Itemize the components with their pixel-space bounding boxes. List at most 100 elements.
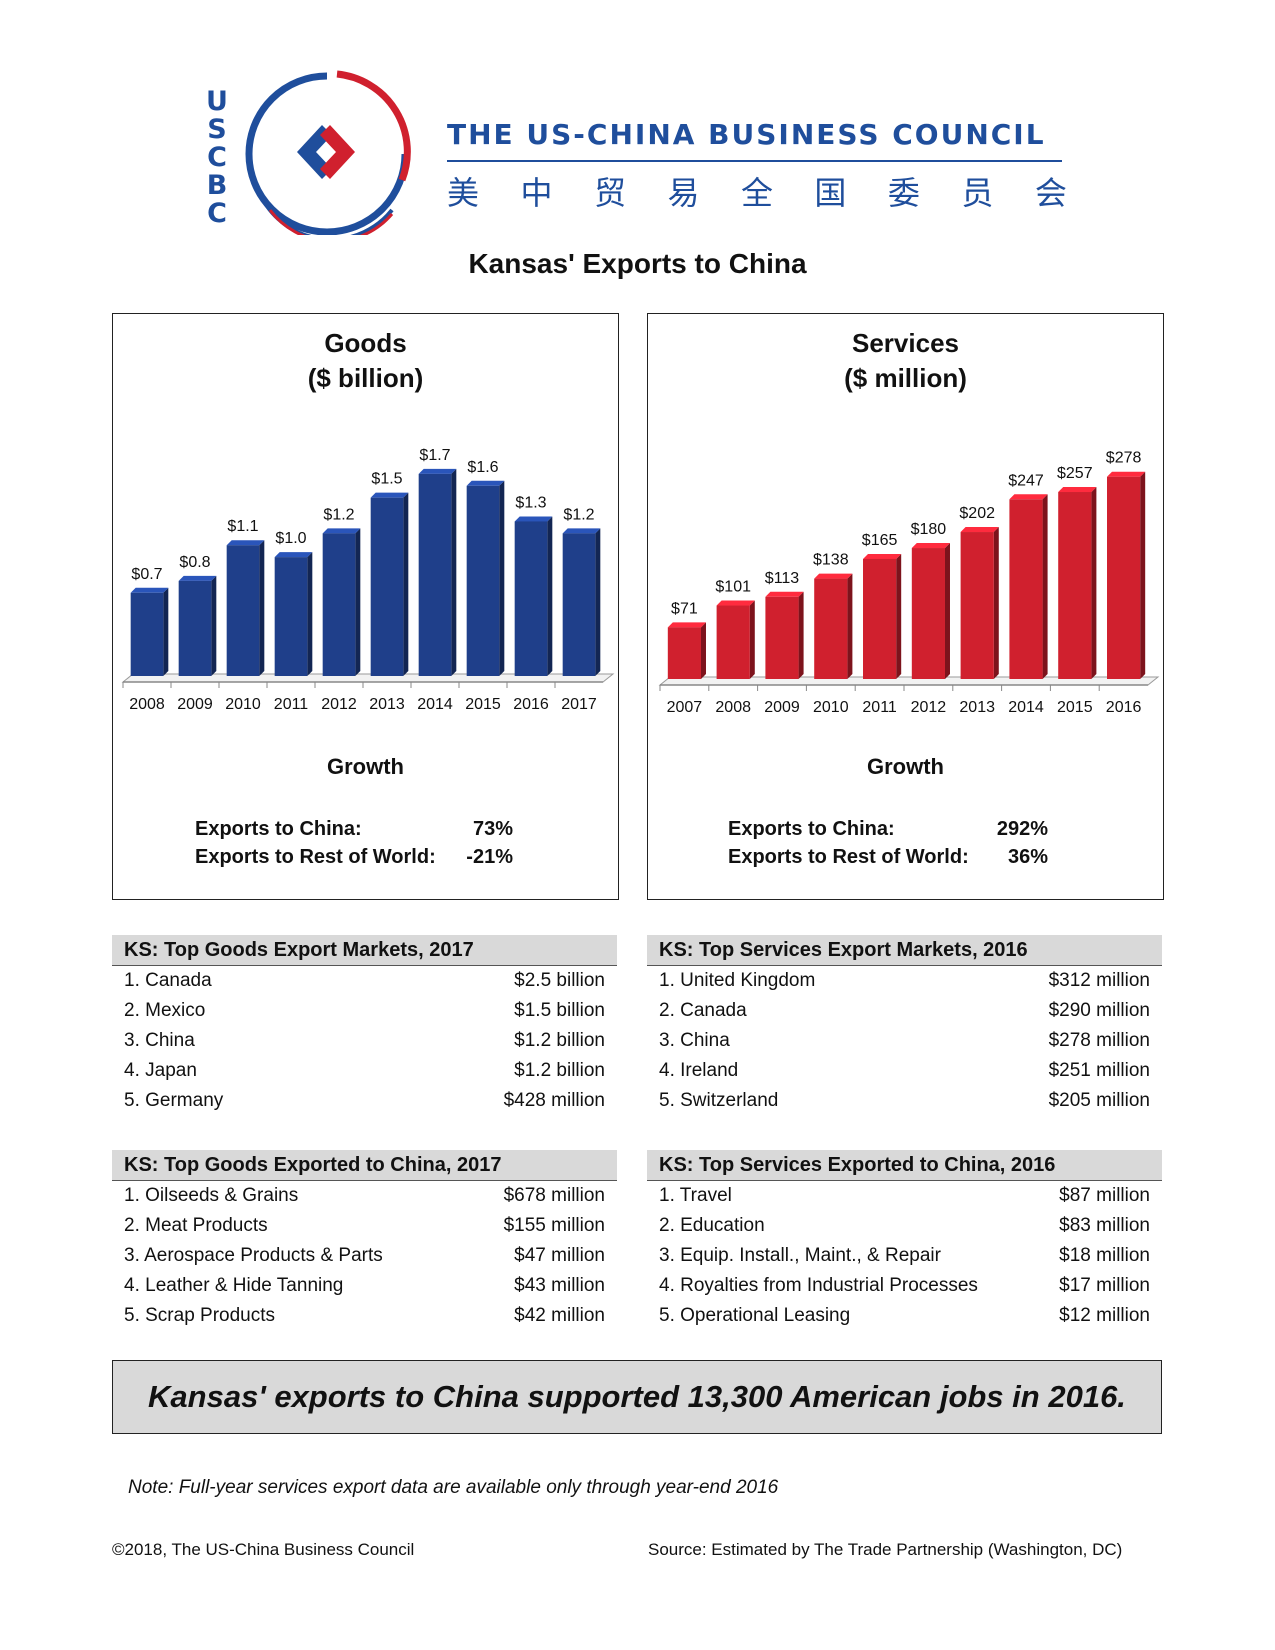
table-row: 4. Ireland $251 million [647,1056,1162,1086]
services-tick-label: 2010 [813,699,849,716]
cn-char: 员 [961,174,994,212]
row-value: $205 million [1048,1090,1150,1111]
cn-char: 美 [447,174,480,212]
services-tick-label: 2012 [911,699,947,716]
table-row: 2. Canada $290 million [647,996,1162,1026]
services-data-label: $165 [862,532,898,549]
row-value: $47 million [514,1245,605,1266]
services-bar [1058,487,1097,679]
row-label: 1. Oilseeds & Grains [124,1185,299,1206]
row-value: $12 million [1059,1305,1150,1326]
goods-tick-label: 2009 [177,696,213,713]
goods-growth-value-world: -21% [466,846,513,868]
row-label: 2. Education [659,1215,765,1236]
goods-growth-value-china: 73% [472,818,513,840]
services-bar [814,573,853,679]
services-data-label: $71 [671,600,698,617]
goods-panel: Goods ($ billion) $0.7 2008 $0.8 2009 $1.1 20… [112,313,619,900]
services-bar [960,527,999,679]
table-row: 1. United Kingdom $312 million [647,966,1162,996]
goods-tick-label: 2011 [274,696,309,713]
goods-bar [418,468,457,676]
goods-data-label: $0.7 [131,566,162,583]
row-label: 4. Leather & Hide Tanning [124,1275,344,1296]
services-bar [911,543,950,679]
table-row: 5. Scrap Products $42 million [112,1301,617,1331]
table-row: 5. Operational Leasing $12 million [647,1301,1162,1331]
goods-chart-unit: ($ billion) [307,363,424,393]
row-value: $43 million [514,1275,605,1296]
table-row: 2. Education $83 million [647,1211,1162,1241]
goods-tick-label: 2014 [417,696,453,713]
row-value: $1.2 billion [514,1060,605,1081]
logo-letter: C [207,142,227,173]
services-chart-unit: ($ million) [844,363,967,393]
services-data-label: $180 [911,521,947,538]
row-value: $155 million [503,1215,605,1236]
row-label: 3. China [124,1030,195,1051]
row-value: $2.5 billion [514,970,605,991]
row-label: 5. Operational Leasing [659,1305,851,1326]
goods-tick-label: 2016 [513,696,549,713]
row-label: 5. Scrap Products [124,1305,276,1326]
row-value: $1.5 billion [514,1000,605,1021]
table-row: 4. Leather & Hide Tanning $43 million [112,1271,617,1301]
goods-bar [178,575,217,676]
table-row: 5. Switzerland $205 million [647,1086,1162,1116]
header-divider [447,160,1062,162]
services-data-label: $138 [813,552,849,569]
table-header: KS: Top Services Exported to China, 2016 [647,1150,1162,1181]
cn-char: 委 [887,174,920,212]
services-growth-value-world: 36% [1007,846,1048,868]
goods-data-label: $1.2 [323,506,354,523]
services-data-label: $101 [715,579,751,596]
row-value: $87 million [1059,1185,1150,1206]
goods-data-label: $1.2 [563,506,594,523]
table-row: 3. Aerospace Products & Parts $47 million [112,1241,617,1271]
services-tick-label: 2008 [715,699,751,716]
services-bar [1009,494,1048,679]
goods-tick-label: 2008 [129,696,165,713]
cn-char: 国 [814,174,847,212]
cn-char: 易 [667,174,700,212]
table-row: 5. Germany $428 million [112,1086,617,1116]
goods-data-label: $1.5 [371,471,402,488]
row-label: 5. Switzerland [659,1090,779,1111]
table-row: 1. Oilseeds & Grains $678 million [112,1181,617,1211]
services-data-label: $202 [959,505,995,522]
table-row: 3. China $1.2 billion [112,1026,617,1056]
cn-char: 贸 [593,174,626,212]
logo-letters: U S C B C [200,88,234,228]
row-label: 3. Equip. Install., Maint., & Repair [659,1245,941,1266]
row-value: $17 million [1059,1275,1150,1296]
goods-bar [562,528,601,676]
cn-char: 全 [740,174,773,212]
services-bar-chart: $71 2007 $101 2008 $113 2009 $138 2010 $165 2011 $… [658,450,1160,716]
row-value: $428 million [503,1090,605,1111]
table-row: 3. Equip. Install., Maint., & Repair $18 … [647,1241,1162,1271]
goods-bar [322,528,361,676]
services-chart-title: Services [852,328,959,358]
table-header: KS: Top Goods Export Markets, 2017 [112,935,617,966]
goods-tick-label: 2010 [225,696,261,713]
logo-letter: U [206,86,228,117]
goods-tick-label: 2015 [465,696,501,713]
services-tick-label: 2015 [1057,699,1093,716]
goods-data-label: $0.8 [179,554,210,571]
services-markets-table: KS: Top Services Export Markets, 2016 1.… [647,935,1162,1116]
services-data-label: $257 [1057,465,1093,482]
services-tick-label: 2011 [862,699,897,716]
table-row: 1. Canada $2.5 billion [112,966,617,996]
organization-name-chinese: 美 中 贸 易 全 国 委 员 会 [447,168,1067,214]
services-tick-label: 2013 [959,699,995,716]
row-label: 2. Mexico [124,1000,206,1021]
goods-bar [514,516,553,676]
services-tick-label: 2007 [667,699,703,716]
goods-chart-title: Goods [324,328,407,358]
services-growth-title: Growth [867,754,944,779]
goods-bar [274,552,313,676]
services-tick-label: 2014 [1008,699,1044,716]
goods-tick-label: 2017 [561,696,597,713]
goods-tick-label: 2013 [369,696,405,713]
goods-growth-label-world: Exports to Rest of World: [195,846,436,868]
